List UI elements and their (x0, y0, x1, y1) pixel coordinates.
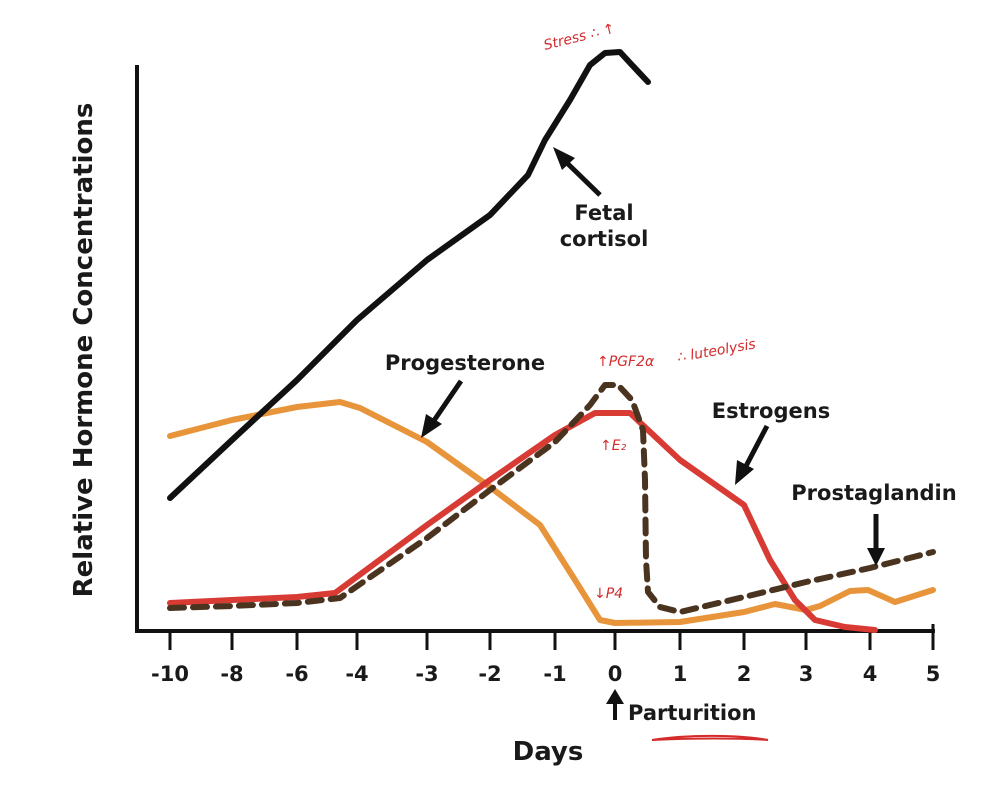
prostaglandin-label: Prostaglandin (791, 481, 956, 505)
tick-label: -6 (285, 662, 308, 686)
estrogens-label: Estrogens (712, 399, 830, 423)
note-luteolysis: ∴ luteolysis (676, 336, 757, 366)
tick-label: -3 (415, 662, 438, 686)
tick-label: 4 (863, 662, 878, 686)
tick-label: -1 (543, 662, 566, 686)
fetal-cortisol-label-line2: cortisol (560, 227, 649, 251)
note-e2: ↑E₂ (600, 438, 627, 454)
underline-mark (651, 734, 769, 741)
parturition-label: Parturition (628, 701, 757, 725)
progesterone-line (167, 399, 936, 626)
tick-label: -10 (151, 662, 189, 686)
x-ticks (168, 624, 935, 650)
fetal-cortisol-line (167, 49, 651, 501)
tick-label: 3 (799, 662, 814, 686)
estrogens-line (167, 410, 878, 633)
note-stress: Stress ∴ ↑ (542, 21, 617, 54)
y-axis-title: Relative Hormone Concentrations (69, 103, 99, 598)
arrow-icon (421, 379, 464, 438)
arrow-icon (735, 424, 770, 485)
prostaglandin-line (167, 382, 936, 615)
x-tick-labels: -10 -8 -6 -4 -3 -2 -1 0 1 2 3 4 5 (151, 662, 940, 686)
tick-label: 0 (608, 662, 623, 686)
annotations: Fetal cortisol Progesterone Estrogens Pr… (385, 147, 957, 566)
tick-label: 1 (673, 662, 688, 686)
progesterone-label: Progesterone (385, 351, 545, 375)
arrow-icon (553, 147, 602, 197)
arrow-icon (867, 514, 885, 566)
note-p4: ↓P4 (594, 586, 623, 602)
tick-label: -2 (478, 662, 501, 686)
x-axis-title: Days (513, 737, 584, 767)
tick-label: 2 (737, 662, 752, 686)
tick-label: -4 (345, 662, 368, 686)
fetal-cortisol-label-line1: Fetal (574, 201, 633, 225)
tick-label: 5 (926, 662, 941, 686)
parturition-marker: Parturition (606, 689, 757, 725)
note-pgf: ↑PGF2α (597, 354, 655, 370)
series (167, 49, 936, 633)
arrow-up-icon (606, 689, 624, 704)
axes: -10 -8 -6 -4 -3 -2 -1 0 1 2 3 4 5 Days R… (69, 65, 940, 767)
tick-label: -8 (220, 662, 243, 686)
